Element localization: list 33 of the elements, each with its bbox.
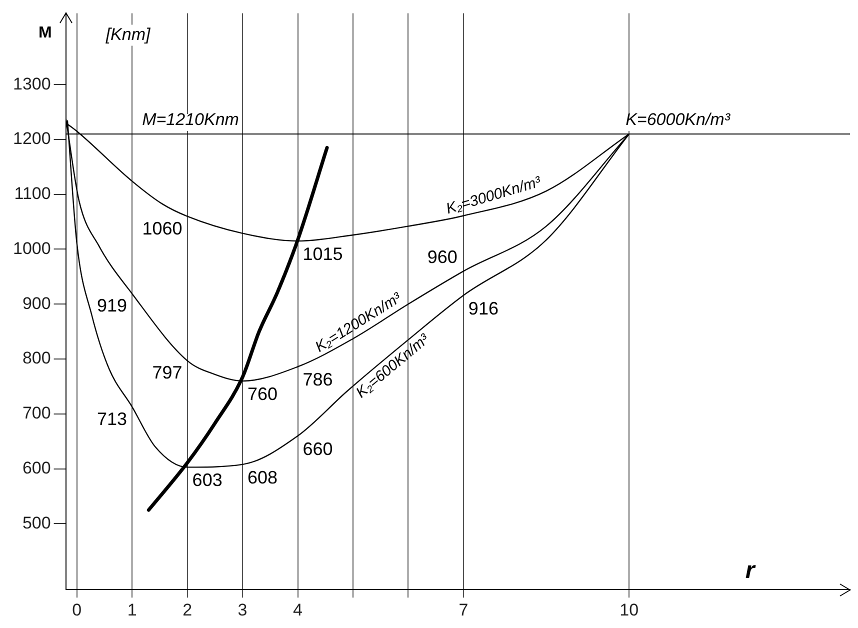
y-tick-label: 800: [22, 348, 51, 368]
annotation: 603: [192, 470, 222, 490]
y-tick-label: 1300: [12, 74, 51, 94]
annotation: 660: [302, 438, 333, 459]
x-tick-label: 0: [72, 600, 82, 620]
annotation: 713: [97, 408, 128, 429]
annotation: [Knm]: [104, 24, 152, 44]
annotation: 1060: [142, 218, 182, 238]
annotation: 1015: [302, 244, 343, 264]
x-tick-label: 1: [127, 600, 137, 620]
annotation: 916: [468, 298, 498, 318]
annotation: K=6000Kn/m³: [626, 110, 732, 130]
y-tick-label: 1200: [12, 129, 51, 148]
y-axis-title: M: [38, 24, 52, 42]
annotation: 608: [248, 467, 278, 488]
x-tick-label: 10: [620, 600, 639, 620]
y-tick-label: 1000: [12, 238, 51, 258]
annotation: 960: [427, 247, 458, 268]
x-tick-label: 2: [182, 600, 192, 620]
y-tick-label: 500: [22, 513, 51, 532]
annotation: 786: [302, 370, 333, 390]
ref-line-label: M=1210Knm: [142, 110, 239, 130]
annotation: 797: [152, 362, 182, 383]
annotation: 919: [97, 296, 128, 316]
x-tick-label: 7: [458, 600, 468, 620]
annotation: 760: [248, 384, 278, 404]
x-axis-title: r: [745, 557, 756, 584]
y-tick-label: 700: [22, 404, 51, 423]
x-tick-label: 4: [293, 600, 302, 620]
x-tick-label: 3: [238, 600, 248, 620]
y-tick-label: 1100: [14, 184, 51, 204]
y-tick-label: 600: [22, 458, 51, 478]
y-tick-label: 900: [22, 294, 51, 313]
